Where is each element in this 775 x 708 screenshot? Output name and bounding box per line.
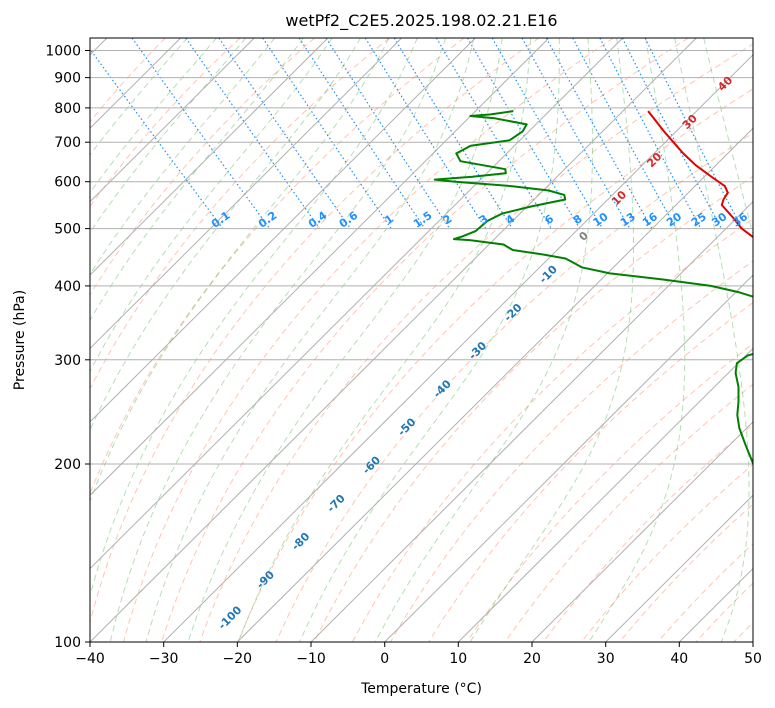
x-axis-ticks: −40 −30 −20 −10 0 10 20 30 40 50 — [75, 642, 762, 667]
x-axis-title: Temperature (°C) — [360, 681, 482, 697]
isotherm — [236, 127, 753, 642]
y-tick-label: 700 — [54, 135, 81, 151]
x-tick-label: 0 — [380, 651, 389, 667]
y-tick-label: 600 — [54, 175, 81, 191]
x-tick-label: 40 — [670, 651, 688, 667]
dry-adiabat — [275, 132, 753, 642]
moist-adiabat — [90, 38, 362, 432]
dewpoint-line — [433, 110, 753, 468]
mixing-ratio-line — [521, 38, 631, 229]
y-tick-label: 400 — [54, 279, 81, 295]
moist-adiabat — [90, 38, 333, 373]
moist-adiabat — [90, 38, 217, 194]
moist-adiabat — [145, 38, 475, 642]
moist-adiabat — [90, 38, 247, 234]
profile-series — [433, 110, 753, 468]
isotherm — [90, 38, 329, 276]
moist-adiabat — [703, 38, 753, 237]
y-axis-title: Pressure (hPa) — [12, 290, 28, 390]
y-tick-label: 200 — [54, 457, 81, 473]
moist-adiabat — [90, 38, 418, 598]
dry-adiabat — [90, 38, 540, 625]
y-axis-ticks: 100 200 300 400 500 600 700 800 900 1000 — [45, 44, 90, 651]
isotherm — [90, 38, 255, 203]
grid-lines — [90, 38, 753, 642]
temperature-line — [647, 110, 753, 239]
x-tick-label: −20 — [223, 651, 253, 667]
dry-adiabat — [351, 218, 753, 642]
y-tick-label: 300 — [54, 353, 81, 369]
moist-adiabat — [674, 38, 750, 642]
y-tick-label: 800 — [54, 101, 81, 117]
dry-adiabat — [428, 301, 753, 642]
isotherm — [163, 54, 753, 642]
mixing-ratio-line — [131, 38, 271, 229]
moist-adiabat — [109, 38, 447, 642]
moist-adiabat — [588, 38, 686, 642]
isotherm — [384, 274, 753, 642]
x-tick-label: 20 — [523, 651, 541, 667]
moist-adiabat — [90, 38, 390, 503]
mixing-ratio-line — [262, 38, 392, 229]
dry-adiabat — [237, 88, 753, 642]
y-tick-label: 900 — [54, 71, 81, 87]
mixing-ratio-line — [325, 38, 451, 229]
dry-adiabat — [390, 260, 753, 642]
mixing-ratio-lines — [90, 38, 743, 229]
dry-adiabat — [161, 38, 689, 642]
dry-adiabat — [90, 38, 390, 390]
y-tick-label: 100 — [54, 635, 81, 651]
x-tick-label: −30 — [149, 651, 179, 667]
mixing-ratio-line — [298, 38, 426, 229]
dry-adiabat — [504, 383, 753, 642]
dry-adiabat — [90, 38, 316, 296]
isotherm — [90, 38, 402, 350]
isotherm — [90, 38, 697, 642]
x-tick-label: 10 — [449, 651, 467, 667]
isotherm — [90, 38, 623, 570]
moist-adiabat — [299, 38, 560, 642]
isotherm — [531, 421, 753, 642]
dry-adiabat — [313, 175, 753, 642]
mixing-ratio-line — [644, 38, 743, 229]
moist-adiabat — [374, 38, 593, 642]
moist-adiabat — [90, 38, 188, 156]
mixing-ratio-line — [572, 38, 677, 229]
plot-frame — [89, 37, 754, 643]
x-tick-label: −10 — [296, 651, 326, 667]
mixing-ratio-line — [185, 38, 321, 229]
isotherm — [605, 494, 753, 642]
dry-adiabat — [90, 38, 465, 495]
moist-adiabat — [187, 38, 503, 642]
isotherm — [90, 38, 550, 496]
y-tick-label: 500 — [54, 222, 81, 238]
x-tick-label: −40 — [75, 651, 105, 667]
moist-adiabat — [90, 38, 304, 322]
chart-title: wetPf2_C2E5.2025.198.02.21.E16 — [285, 11, 557, 31]
x-tick-label: 30 — [597, 651, 615, 667]
isotherm — [90, 38, 476, 423]
isotherm — [457, 347, 753, 642]
mixing-ratio-line — [545, 38, 653, 229]
mixing-ratio-line — [393, 38, 513, 229]
dry-adiabat — [122, 38, 614, 642]
plot-area — [90, 38, 753, 642]
dry-adiabat — [90, 38, 241, 208]
isotherm — [310, 200, 753, 642]
mixing-ratio-line — [218, 38, 351, 229]
x-tick-label: 50 — [744, 651, 762, 667]
dry-adiabat — [466, 342, 753, 642]
mixing-ratio-line — [90, 48, 224, 229]
moist-adiabat — [238, 38, 532, 642]
moist-adiabat — [90, 38, 276, 276]
y-tick-label: 1000 — [45, 44, 81, 60]
